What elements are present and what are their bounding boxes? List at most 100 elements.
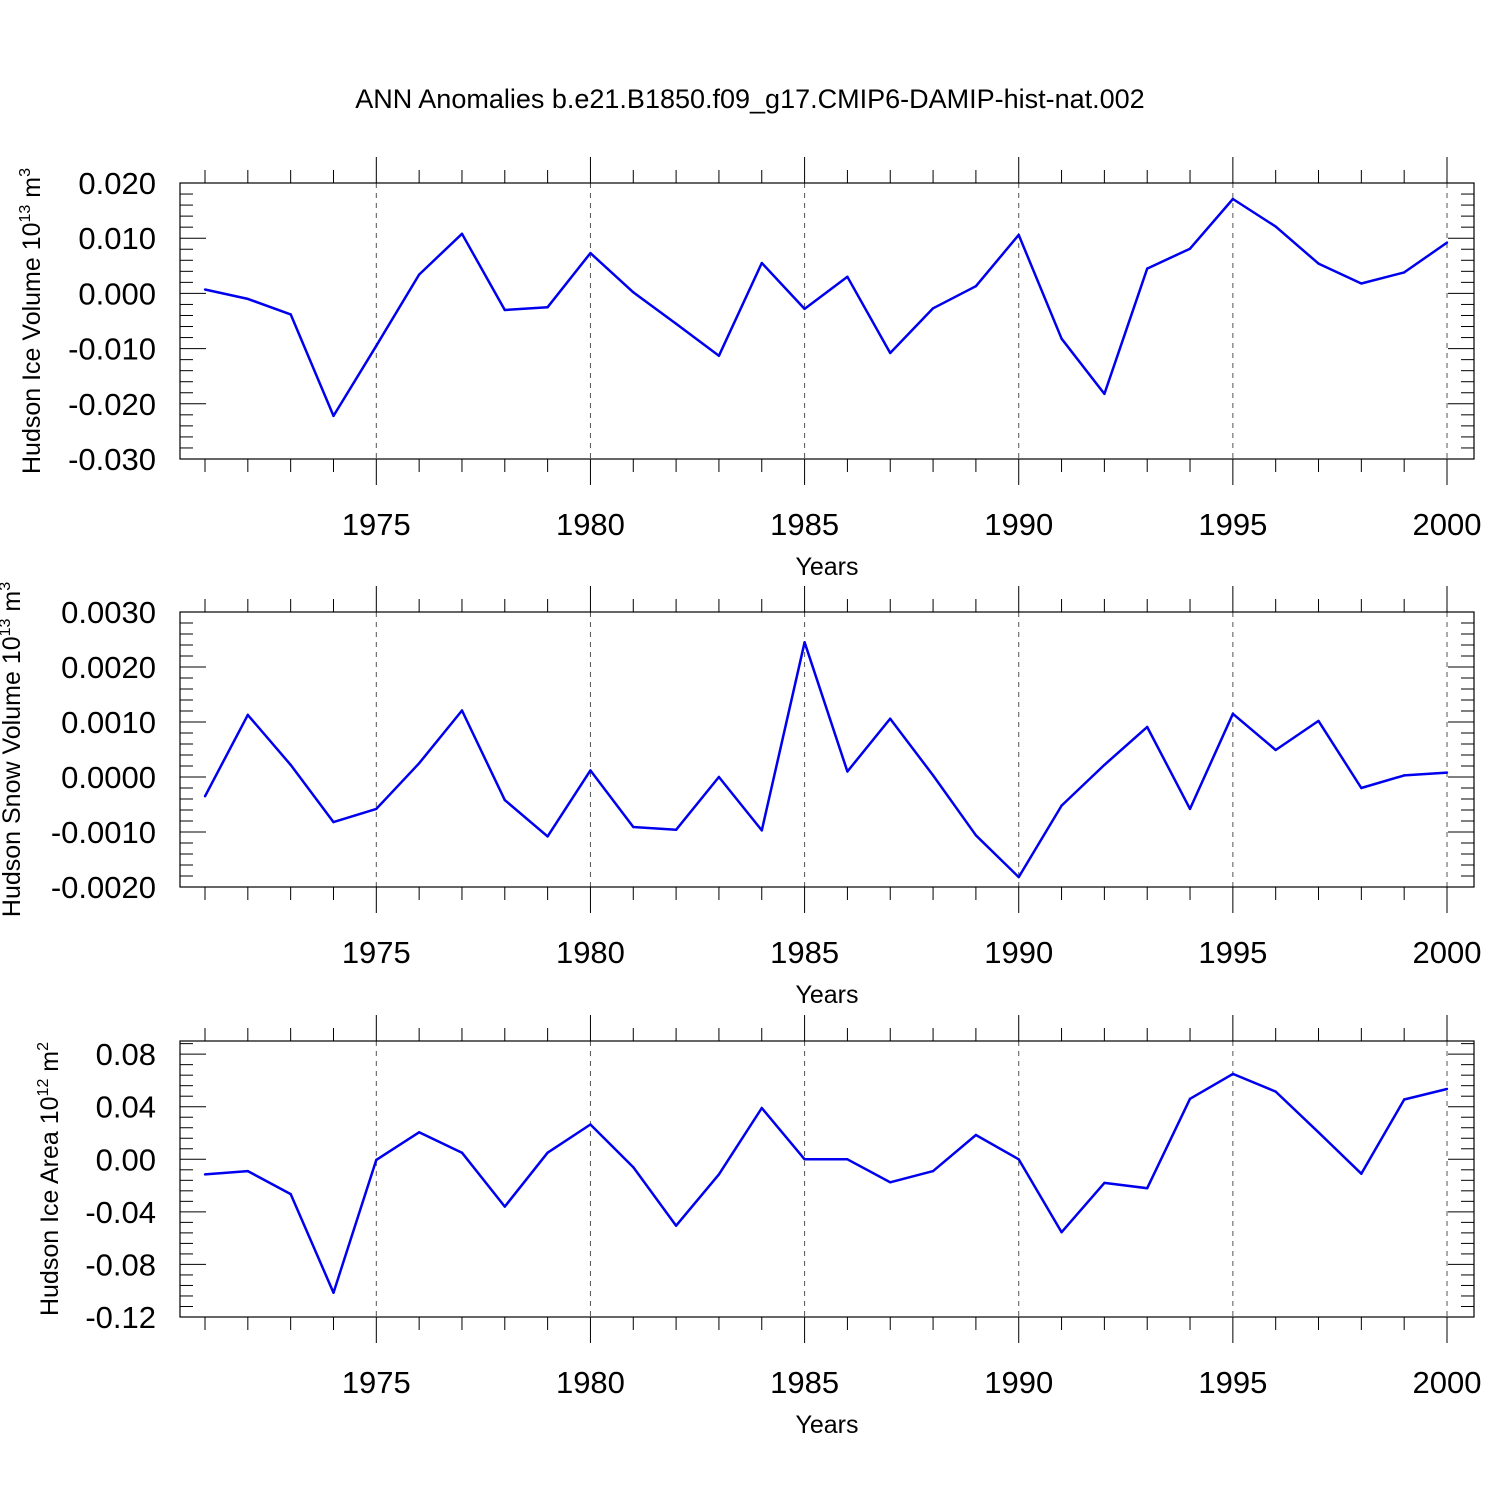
data-point: [332, 820, 335, 824]
data-point: [546, 835, 549, 838]
data-point: [931, 307, 935, 310]
data-point: [289, 313, 292, 316]
y-tick-label: 0.00: [96, 1142, 156, 1177]
data-point: [1017, 233, 1020, 237]
x-tick-label: 1980: [556, 507, 625, 542]
data-point: [417, 273, 421, 276]
data-point: [1017, 875, 1020, 879]
data-point: [1274, 225, 1277, 228]
data-point: [717, 354, 721, 357]
data-point: [974, 285, 978, 288]
x-tick-label: 1995: [1198, 935, 1267, 970]
data-point: [546, 306, 549, 309]
x-tick-label: 1975: [342, 507, 411, 542]
x-tick-label: 2000: [1413, 935, 1482, 970]
data-point: [1274, 748, 1277, 752]
data-point: [974, 1133, 978, 1137]
x-axis-label: Years: [795, 1411, 858, 1439]
panel-3: -0.12 -0.08 -0.04 0.00 0.04 0.08 1975 1980 1985 1…: [35, 1015, 1481, 1439]
x-tick-label: 2000: [1413, 507, 1482, 542]
data-point: [1188, 807, 1192, 811]
data-point: [1360, 1172, 1363, 1175]
data-point: [889, 717, 892, 720]
data-point: [1231, 712, 1235, 715]
data-point: [546, 1151, 549, 1154]
data-point: [1060, 337, 1063, 340]
data-point: [1188, 247, 1192, 250]
data-point: [889, 351, 892, 355]
data-point: [1231, 1072, 1235, 1076]
data-point: [1060, 1231, 1063, 1234]
data-point: [674, 1224, 678, 1227]
y-tick-label: 0.04: [96, 1090, 156, 1125]
data-point: [460, 232, 464, 235]
y-tick-label: 0.000: [78, 276, 156, 311]
y-tick-label: -0.04: [85, 1195, 156, 1230]
data-point: [1445, 771, 1449, 774]
data-point: [1146, 267, 1149, 270]
data-point: [289, 763, 292, 767]
data-point: [589, 1123, 592, 1126]
data-point: [1445, 241, 1449, 244]
y-tick-label: -0.0020: [51, 870, 156, 905]
data-point: [1103, 392, 1106, 396]
data-point: [460, 1151, 464, 1154]
data-point: [203, 288, 207, 291]
data-point: [246, 1169, 250, 1173]
data-point: [375, 807, 378, 811]
data-point: [1317, 1131, 1320, 1134]
data-point: [1231, 197, 1235, 201]
y-tick-label: -0.020: [68, 387, 156, 422]
data-point: [503, 308, 506, 312]
x-axis-label: Years: [795, 981, 858, 1009]
data-point: [931, 1169, 935, 1173]
series-line: [204, 197, 1448, 418]
y-tick-label: -0.0010: [51, 815, 156, 850]
data-point: [717, 1173, 721, 1176]
x-tick-label: 1985: [770, 1365, 839, 1400]
y-tick-label: -0.010: [68, 332, 156, 367]
y-tick-label: 0.020: [78, 166, 156, 201]
data-point: [1103, 763, 1106, 767]
data-point: [503, 1205, 506, 1208]
data-point: [632, 1165, 635, 1169]
panel-1: -0.030 -0.020 -0.010 0.000 0.010 0.020 1975 198…: [17, 157, 1481, 581]
data-point: [674, 828, 678, 831]
data-point: [760, 261, 763, 265]
data-point: [1146, 725, 1149, 729]
data-point: [760, 829, 763, 832]
data-point: [1274, 1090, 1277, 1093]
data-point: [417, 762, 421, 765]
x-tick-label: 1975: [342, 935, 411, 970]
y-tick-label: -0.08: [85, 1247, 156, 1282]
data-point: [632, 291, 635, 294]
data-point: [1146, 1187, 1149, 1190]
y-axis-label: Hudson Snow Volume 1013 m3: [0, 582, 26, 917]
data-point: [1402, 271, 1406, 274]
data-point: [1360, 282, 1363, 285]
y-tick-label: 0.08: [96, 1037, 156, 1072]
data-point: [846, 275, 849, 279]
data-point: [1445, 1087, 1449, 1091]
y-tick-label: 0.0000: [61, 760, 156, 795]
y-tick-label: -0.12: [85, 1300, 156, 1335]
data-point: [503, 798, 506, 802]
x-tick-label: 1985: [770, 507, 839, 542]
data-point: [460, 709, 464, 712]
data-point: [1317, 719, 1320, 723]
data-point: [632, 825, 635, 829]
y-tick-label: 0.0010: [61, 705, 156, 740]
x-tick-label: 1990: [984, 507, 1053, 542]
series-line: [204, 1072, 1448, 1294]
y-axis-label: Hudson Ice Area 1012 m2: [35, 1042, 64, 1316]
data-point: [246, 713, 250, 717]
y-tick-label: 0.010: [78, 221, 156, 256]
data-point: [931, 774, 935, 777]
data-point: [375, 344, 378, 348]
x-tick-label: 1980: [556, 935, 625, 970]
data-point: [803, 1158, 806, 1161]
x-tick-label: 1975: [342, 1365, 411, 1400]
data-point: [332, 414, 335, 418]
data-point: [1103, 1181, 1106, 1185]
data-point: [974, 834, 978, 837]
